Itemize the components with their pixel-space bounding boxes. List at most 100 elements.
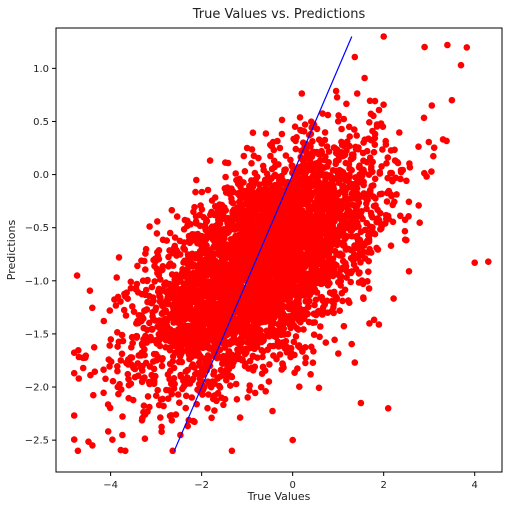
data-point <box>210 285 218 292</box>
data-point <box>321 273 328 280</box>
data-point <box>192 218 200 225</box>
data-point <box>339 222 346 230</box>
data-point <box>371 175 379 183</box>
data-point <box>353 232 361 240</box>
data-point <box>87 371 94 379</box>
data-point <box>73 272 81 279</box>
data-point <box>169 358 177 365</box>
data-point <box>291 123 299 130</box>
data-point <box>425 138 433 146</box>
data-point <box>191 313 199 320</box>
data-point <box>184 269 192 276</box>
data-point <box>356 238 363 246</box>
data-point <box>360 294 367 301</box>
data-point <box>189 361 197 368</box>
data-point <box>190 270 197 278</box>
data-point <box>106 342 113 349</box>
data-point <box>158 362 166 370</box>
data-point <box>311 301 318 309</box>
data-point <box>246 382 253 389</box>
data-point <box>137 312 145 319</box>
data-point <box>323 143 331 150</box>
data-point <box>268 292 276 299</box>
data-point <box>206 157 214 164</box>
data-point <box>121 293 129 300</box>
data-point <box>257 255 264 263</box>
data-point <box>394 159 402 167</box>
data-point <box>343 274 350 281</box>
data-point <box>405 198 413 206</box>
data-point <box>301 224 309 232</box>
data-point <box>269 250 276 257</box>
data-point <box>249 253 256 260</box>
data-point <box>364 196 372 204</box>
data-point <box>118 331 126 339</box>
data-point <box>335 350 342 357</box>
data-point <box>370 148 378 156</box>
data-point <box>180 239 188 246</box>
data-point <box>259 284 267 291</box>
data-point <box>195 350 202 357</box>
data-point <box>241 255 248 262</box>
data-point <box>258 338 265 346</box>
data-point <box>184 217 191 225</box>
data-point <box>139 277 147 285</box>
data-point <box>330 288 338 296</box>
data-point <box>142 359 150 367</box>
data-point <box>224 288 231 296</box>
data-point <box>161 322 169 330</box>
data-point <box>325 148 333 155</box>
data-point <box>321 129 329 136</box>
data-point <box>317 169 325 176</box>
data-point <box>277 298 285 305</box>
data-point <box>298 90 306 97</box>
data-point <box>180 376 188 383</box>
data-point <box>187 296 194 303</box>
data-point <box>177 293 184 301</box>
data-point <box>114 363 121 370</box>
data-point <box>388 192 395 200</box>
data-point <box>340 265 348 272</box>
data-point <box>244 394 251 401</box>
data-point <box>281 168 288 176</box>
data-point <box>208 197 216 204</box>
data-point <box>345 212 352 219</box>
data-point <box>150 365 158 373</box>
data-point <box>269 407 276 415</box>
data-point <box>129 303 136 310</box>
data-point <box>153 230 161 237</box>
data-point <box>106 307 114 314</box>
data-point <box>366 97 374 105</box>
data-point <box>149 313 156 320</box>
data-point <box>361 226 369 234</box>
data-point <box>173 213 181 220</box>
data-point <box>193 232 200 240</box>
data-point <box>251 298 258 305</box>
data-point <box>272 181 279 189</box>
data-point <box>129 339 136 347</box>
data-point <box>86 287 94 295</box>
data-point <box>290 301 297 308</box>
data-point <box>221 318 229 325</box>
data-point <box>278 312 286 320</box>
data-point <box>342 245 350 252</box>
data-point <box>270 342 277 350</box>
data-point <box>368 163 375 171</box>
data-point <box>284 267 291 274</box>
data-point <box>100 317 108 325</box>
data-point <box>443 137 450 145</box>
data-point <box>403 177 410 185</box>
data-point <box>335 156 342 164</box>
data-point <box>276 351 284 358</box>
data-point <box>357 259 364 266</box>
data-point <box>148 283 156 291</box>
data-point <box>125 381 133 389</box>
data-point <box>320 258 328 266</box>
data-point <box>308 166 316 173</box>
data-point <box>387 147 395 154</box>
data-point <box>217 325 225 332</box>
data-point <box>370 112 377 120</box>
data-point <box>222 173 229 181</box>
data-point <box>221 185 229 192</box>
data-point <box>141 351 148 359</box>
